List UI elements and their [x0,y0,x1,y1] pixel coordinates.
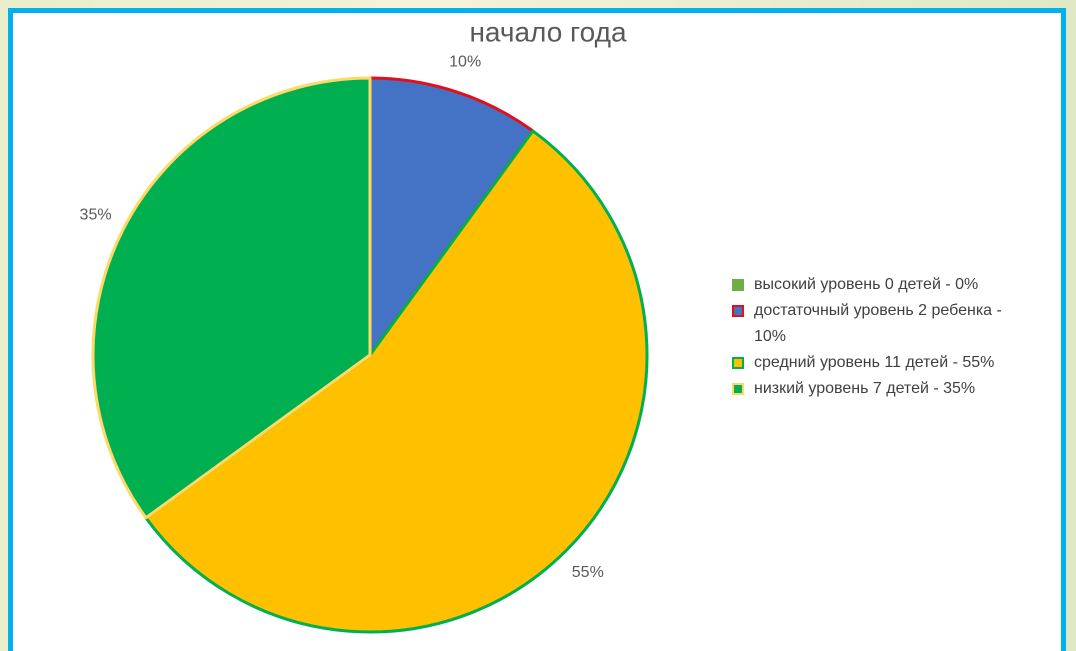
data-label: 35% [80,206,112,223]
legend-item: средний уровень 11 детей - 55% [732,350,1037,376]
data-label: 10% [449,53,481,70]
pie-slice [144,129,649,634]
legend-item: низкий уровень 7 детей - 35% [732,376,1037,402]
legend-item: достаточный уровень 2 ребенка - 10% [732,298,1037,350]
data-label: 55% [572,564,604,581]
legend-marker [732,383,744,395]
legend-marker [732,357,744,369]
legend-label: низкий уровень 7 детей - 35% [754,380,976,397]
legend-label: высокий уровень 0 детей - 0% [754,276,979,293]
legend-marker [732,305,744,317]
pie-slice [368,76,535,357]
legend: высокий уровень 0 детей - 0% достаточный … [732,272,1037,402]
pie-slice [91,76,372,520]
legend-item: высокий уровень 0 детей - 0% [732,272,1037,298]
legend-marker [732,279,744,291]
chart-title: начало года [469,16,626,47]
legend-label: достаточный уровень 2 ребенка - 10% [754,302,1002,345]
legend-label: средний уровень 11 детей - 55% [754,354,995,371]
